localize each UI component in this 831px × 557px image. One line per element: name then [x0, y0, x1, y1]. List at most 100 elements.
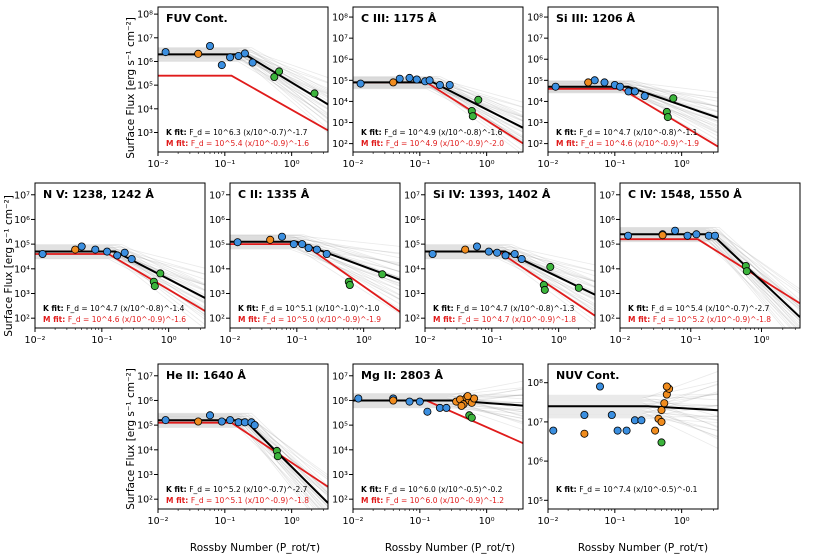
ensemble-line	[548, 393, 718, 406]
k-fit-line	[353, 81, 523, 129]
data-point-early-k	[226, 53, 235, 62]
x-tick-label: 10⁰	[754, 335, 770, 346]
ensemble-line	[620, 227, 800, 308]
y-tick-label: 10³	[14, 289, 30, 300]
ensemble-line	[620, 231, 787, 328]
x-tick-label: 10⁻²	[610, 335, 631, 346]
ensemble-line	[548, 371, 718, 398]
y-tick-label: 10⁵	[137, 421, 153, 432]
ensemble-line	[425, 258, 595, 300]
k-fit-line	[548, 85, 718, 119]
ensemble-line	[230, 248, 400, 290]
panel-title: N V: 1238, 1242 Å	[43, 188, 154, 201]
panel-title: C II: 1335 Å	[238, 188, 310, 201]
y-tick-label: 10³	[137, 128, 153, 139]
ensemble-line	[548, 84, 718, 99]
x-tick-label: 10⁰	[551, 335, 567, 346]
y-tick-label: 10⁴	[137, 445, 153, 456]
x-tick-label: 10⁻²	[343, 516, 364, 527]
ensemble-line	[548, 83, 718, 117]
data-point-early-k	[217, 417, 226, 426]
y-tick-label: 10⁴	[404, 264, 420, 275]
y-tick-label: 10⁸	[527, 13, 543, 24]
ensemble-line	[158, 418, 326, 509]
y-tick-label: 10⁶	[137, 396, 153, 407]
ensemble-line	[548, 401, 718, 440]
data-point-m-dwarf	[345, 280, 354, 289]
data-point-m-dwarf	[657, 438, 666, 447]
ensemble-line	[548, 395, 718, 401]
y-tick-label: 10⁶	[14, 215, 30, 226]
m-fit-annotation: M fit: F_d = 10^4.6 (x/10^-0.9)^-1.6	[43, 315, 186, 324]
data-point-early-k	[161, 416, 170, 425]
data-point-late-k	[194, 417, 203, 426]
ensemble-line	[158, 47, 328, 97]
y-tick-label: 10⁴	[14, 264, 30, 275]
x-tick-label: 10⁻¹	[481, 335, 502, 346]
plot-area	[158, 42, 328, 134]
y-tick-label: 10⁵	[527, 76, 543, 87]
data-point-early-k	[298, 240, 307, 249]
data-point-early-k	[127, 254, 136, 263]
ensemble-line	[158, 413, 328, 476]
plot-area	[353, 73, 523, 152]
ensemble-line	[425, 245, 595, 312]
ensemble-line	[548, 380, 718, 399]
ensemble-line	[425, 245, 595, 266]
ensemble-line	[353, 404, 523, 410]
data-point-early-k	[395, 74, 404, 83]
x-tick-label: 10⁰	[479, 516, 495, 527]
ensemble-line	[35, 246, 205, 280]
panel-5: 10⁻² 10⁻¹ 10⁰ 10² 10³ 10⁴ 10⁵ 10⁶ 10⁷ Si IV: 1393…	[404, 182, 596, 346]
y-tick-label: 10⁵	[137, 81, 153, 92]
axes-frame	[352, 6, 524, 153]
ensemble-line	[548, 400, 718, 411]
data-point-early-k	[217, 61, 226, 70]
x-axis-label-3: Rossby Number (P_rot/τ)	[578, 542, 708, 554]
x-tick-label: 10⁰	[356, 335, 372, 346]
data-point-m-dwarf	[150, 282, 159, 291]
data-point-late-k	[657, 406, 666, 415]
data-point-early-k	[590, 76, 599, 85]
ensemble-line	[548, 401, 718, 407]
ensemble-line	[548, 80, 718, 112]
ensemble-line	[548, 403, 718, 427]
x-tick-label: 10⁻²	[148, 516, 169, 527]
panel-3: 10⁻² 10⁻¹ 10⁰ 10² 10³ 10⁴ 10⁵ 10⁶ 10⁷ N V: 1238, …	[14, 182, 206, 346]
y-tick-label: 10⁵	[527, 496, 543, 507]
m-fit-annotation: M fit: F_d = 10^4.6 (x/10^-0.9)^-1.9	[556, 139, 699, 148]
ensemble-line	[230, 236, 400, 259]
data-point-early-k	[38, 249, 47, 258]
data-point-early-k	[445, 81, 454, 90]
data-point-early-k	[412, 75, 421, 84]
data-point-late-k	[194, 49, 203, 58]
data-point-early-k	[289, 240, 298, 249]
ensemble-line	[548, 90, 718, 107]
ensemble-line	[548, 81, 718, 133]
ensemble-line	[425, 244, 595, 282]
ensemble-line	[353, 77, 523, 103]
ensemble-line	[620, 241, 798, 328]
x-axis-label-1: Rossby Number (P_rot/τ)	[190, 542, 320, 554]
y-tick-label: 10⁵	[599, 240, 615, 251]
ensemble-line	[353, 76, 523, 121]
ensemble-line	[230, 235, 400, 247]
ensemble-line	[353, 406, 523, 419]
k-fit-annotation: K fit: F_d = 10^4.7 (x/10^-0.8)^-1.3	[433, 304, 575, 313]
ensemble-line	[353, 87, 523, 141]
ensemble-line	[353, 86, 523, 118]
ensemble-line	[548, 92, 718, 127]
ensemble-line	[353, 85, 521, 152]
ensemble-line	[425, 247, 595, 282]
data-point-early-k	[415, 397, 424, 406]
data-point-m-dwarf	[310, 89, 319, 98]
x-tick-label: 10⁻¹	[409, 516, 430, 527]
plot-area	[35, 242, 205, 328]
ensemble-line	[620, 227, 800, 290]
ensemble-line	[425, 249, 595, 272]
ensemble-line	[548, 408, 718, 438]
ensemble-line	[353, 394, 523, 417]
ensemble-line	[353, 78, 523, 117]
data-point-early-k	[630, 87, 639, 96]
m-fit-annotation: M fit: F_d = 10^5.0 (x/10^-0.9)^-1.9	[238, 315, 381, 324]
